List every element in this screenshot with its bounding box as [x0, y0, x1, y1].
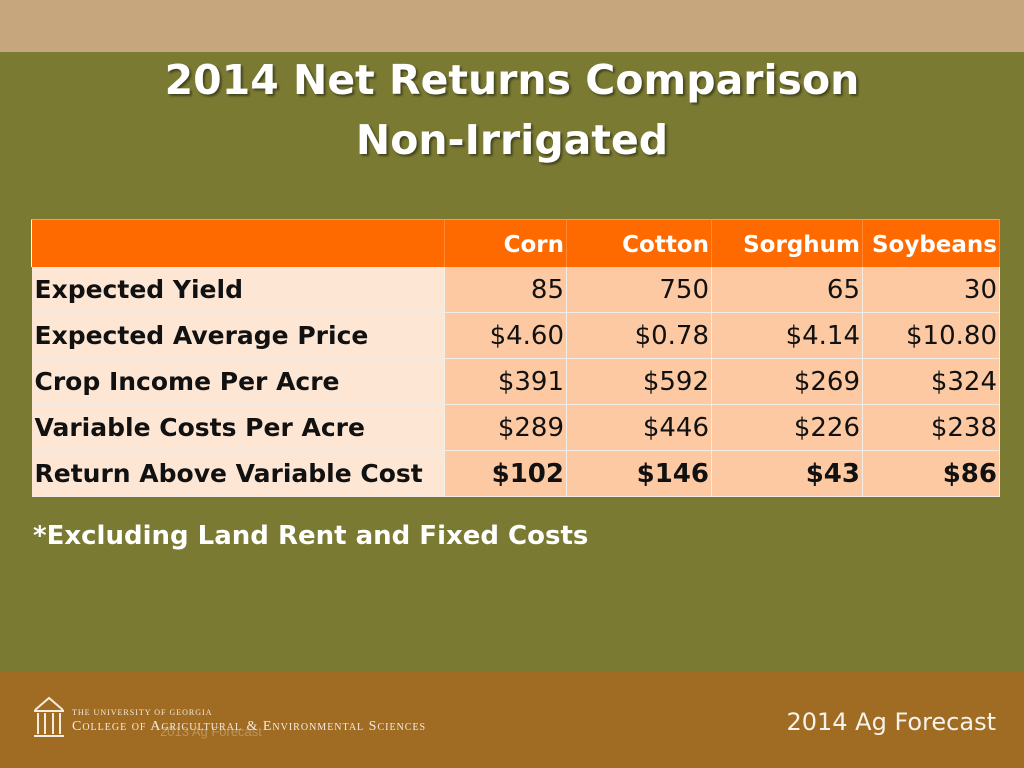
title-line-2: Non-Irrigated — [355, 116, 669, 164]
table-cell: $4.60 — [444, 312, 567, 359]
table-cell: $86 — [862, 450, 1000, 497]
header-cell-cotton: Cotton — [566, 219, 712, 267]
table-cell: $0.78 — [566, 312, 712, 359]
table-cell: 65 — [711, 267, 863, 313]
header-cell-soybeans: Soybeans — [862, 219, 1000, 267]
college-name: College of Agricultural & Environmental … — [72, 719, 427, 734]
slide-title: 2014 Net Returns Comparison Non-Irrigate… — [0, 52, 1024, 168]
footnote: *Excluding Land Rent and Fixed Costs — [33, 521, 589, 551]
table-cell: $226 — [711, 404, 863, 451]
table-cell: $238 — [862, 404, 1000, 451]
table-cell: $146 — [566, 450, 712, 497]
table-row: Crop Income Per Acre $391 $592 $269 $324 — [31, 358, 1000, 405]
header-cell-sorghum: Sorghum — [711, 219, 863, 267]
table-header-row: Corn Cotton Sorghum Soybeans — [31, 219, 1000, 267]
table-row: Expected Yield 85 750 65 30 — [31, 267, 1000, 313]
row-label: Expected Yield — [31, 267, 445, 313]
table-cell: $391 — [444, 358, 567, 405]
table-cell: $269 — [711, 358, 863, 405]
row-label: Variable Costs Per Acre — [31, 404, 445, 451]
title-line-1: 2014 Net Returns Comparison — [164, 56, 860, 104]
table-cell: $324 — [862, 358, 1000, 405]
top-band — [0, 0, 1024, 52]
table-cell: $592 — [566, 358, 712, 405]
table-row: Expected Average Price $4.60 $0.78 $4.14… — [31, 312, 1000, 359]
header-cell-corn: Corn — [444, 219, 567, 267]
table-row-total: Return Above Variable Cost $102 $146 $43… — [31, 450, 1000, 497]
header-cell-blank — [31, 219, 445, 267]
university-name: THE UNIVERSITY OF GEORGIA — [72, 708, 213, 717]
table-cell: $10.80 — [862, 312, 1000, 359]
table-cell: $43 — [711, 450, 863, 497]
watermark-text: 2013 Ag Forecast — [160, 724, 262, 739]
table-cell: $446 — [566, 404, 712, 451]
table-cell: 30 — [862, 267, 1000, 313]
forecast-label: 2014 Ag Forecast — [786, 708, 996, 736]
arch-icon — [34, 696, 64, 737]
table-cell: $4.14 — [711, 312, 863, 359]
table-row: Variable Costs Per Acre $289 $446 $226 $… — [31, 404, 1000, 451]
table-cell: $289 — [444, 404, 567, 451]
table-cell: $102 — [444, 450, 567, 497]
row-label: Crop Income Per Acre — [31, 358, 445, 405]
table-cell: 85 — [444, 267, 567, 313]
net-returns-table: Corn Cotton Sorghum Soybeans Expected Yi… — [31, 219, 1000, 497]
footer-band — [0, 671, 1024, 768]
table-cell: 750 — [566, 267, 712, 313]
row-label: Return Above Variable Cost — [31, 450, 445, 497]
row-label: Expected Average Price — [31, 312, 445, 359]
